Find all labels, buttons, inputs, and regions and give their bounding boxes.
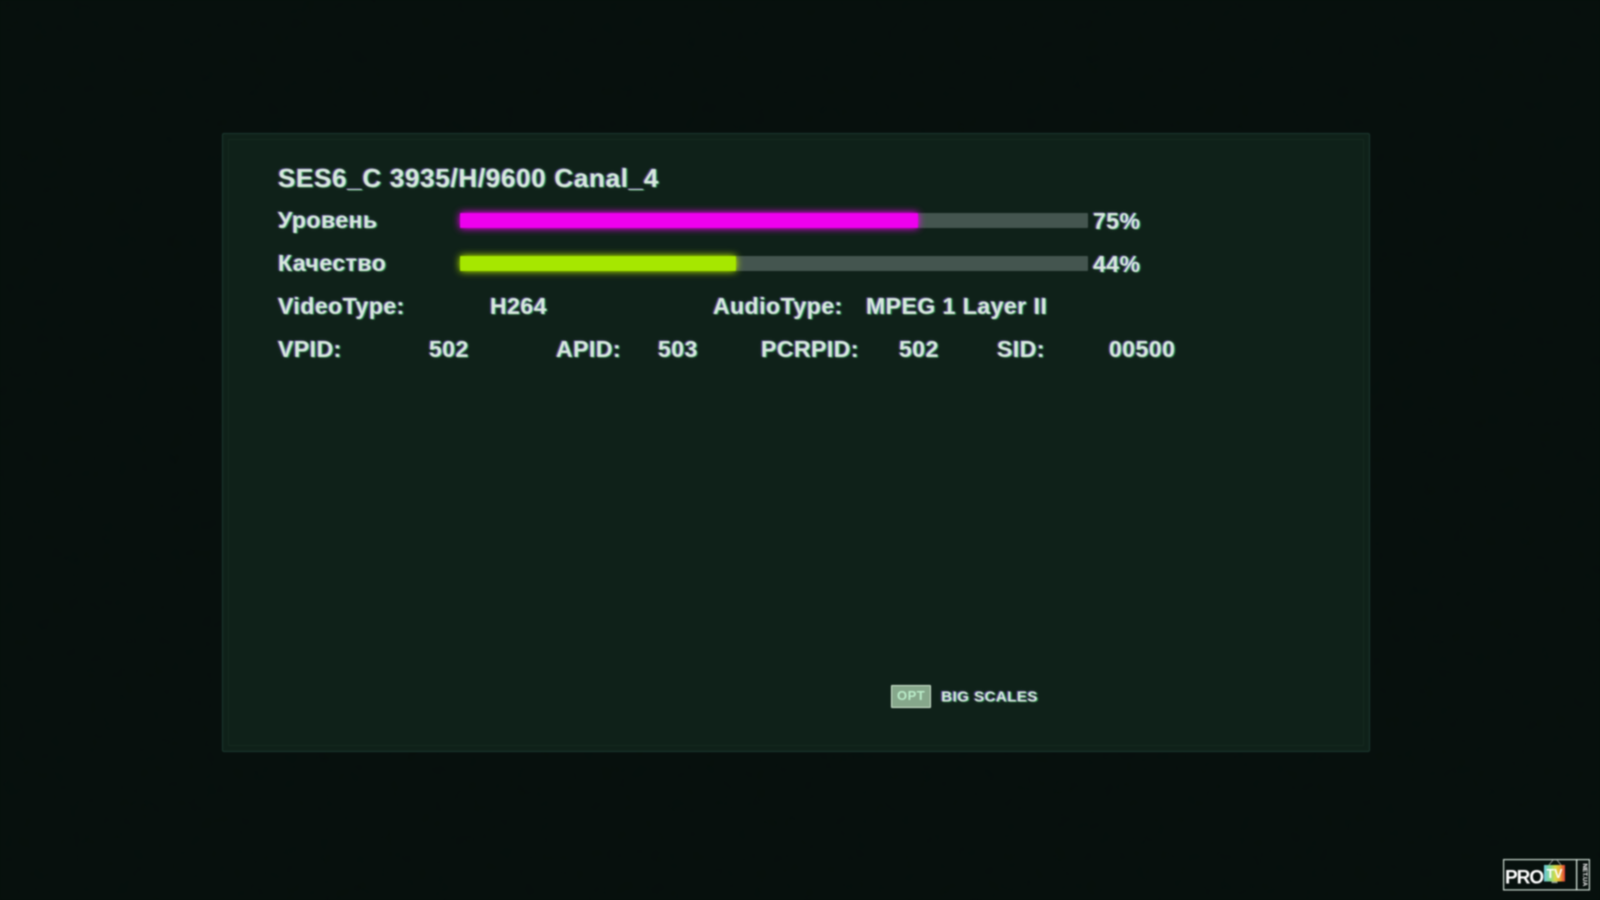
svg-text:NET.UA: NET.UA [1581, 864, 1588, 887]
svg-text:PRO: PRO [1505, 868, 1543, 889]
svg-text:TV: TV [1547, 867, 1564, 881]
